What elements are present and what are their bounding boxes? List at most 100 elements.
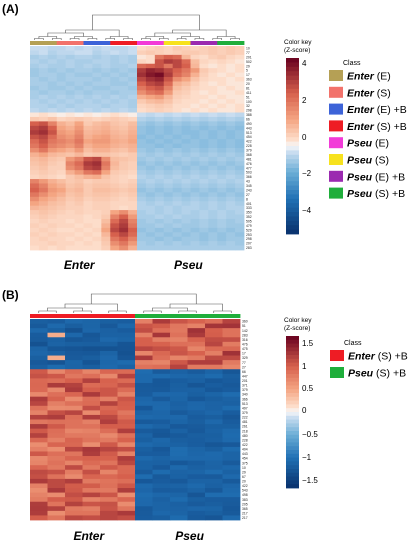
heatmap-cell <box>101 108 111 113</box>
heatmap-cell <box>30 152 40 158</box>
heatmap-cell <box>56 187 67 193</box>
heatmap-cell <box>217 54 227 60</box>
heatmap-cell <box>217 85 227 91</box>
heatmap-cell <box>83 59 93 65</box>
row-label: 447 <box>242 374 248 378</box>
heatmap-cell <box>47 428 66 434</box>
heatmap-cell <box>181 72 191 78</box>
heatmap-cell <box>135 478 153 484</box>
heatmap-cell <box>172 85 182 91</box>
heatmap-cell <box>135 350 153 356</box>
heatmap-cell <box>119 205 129 211</box>
heatmap-cell <box>145 187 156 193</box>
heatmap-cell <box>163 152 174 158</box>
heatmap-cell <box>30 63 40 69</box>
heatmap-cell <box>119 201 129 207</box>
heatmap-cell <box>172 156 182 162</box>
heatmap-cell <box>135 355 153 361</box>
heatmap-cell <box>65 196 75 202</box>
color-key-segment <box>286 88 299 94</box>
heatmap-cell <box>222 515 241 521</box>
heatmap-cell <box>170 369 188 375</box>
heatmap-cell <box>83 134 93 140</box>
heatmap-cell <box>152 364 171 370</box>
heatmap-cell <box>117 501 136 507</box>
heatmap-cell <box>47 245 58 251</box>
heatmap-cell <box>145 59 156 65</box>
heatmap-cell <box>110 50 120 56</box>
heatmap-cell <box>47 63 58 69</box>
heatmap-cell <box>83 46 93 51</box>
heatmap-cell <box>92 108 102 113</box>
heatmap-cell <box>181 112 191 118</box>
heatmap-cell <box>101 161 111 167</box>
heatmap-cell <box>56 46 67 51</box>
heatmap-cell <box>83 179 93 184</box>
heatmap-cell <box>135 405 153 411</box>
heatmap-cell <box>154 192 165 198</box>
heatmap-cell <box>101 103 111 109</box>
heatmap-cell <box>100 382 118 388</box>
heatmap-cell <box>152 346 171 352</box>
heatmap-cell <box>205 469 223 475</box>
heatmap-cell <box>65 72 75 78</box>
row-label: 476 <box>246 162 252 166</box>
heatmap-cell <box>152 433 171 439</box>
heatmap-cell <box>135 319 153 324</box>
heatmap-cell <box>74 85 84 91</box>
heatmap-cell <box>65 401 83 407</box>
heatmap-cell <box>119 125 129 131</box>
heatmap-cell <box>235 99 245 105</box>
heatmap-cell <box>56 99 67 105</box>
heatmap-cell <box>38 99 49 105</box>
color-key-tick: 0.5 <box>302 384 314 393</box>
heatmap-cell <box>92 192 102 198</box>
class-bar-cell <box>163 41 174 45</box>
row-label: 217 <box>242 512 248 516</box>
heatmap-cell <box>56 174 67 180</box>
heatmap-cell <box>152 319 171 324</box>
heatmap-cell <box>65 387 83 393</box>
heatmap-cell <box>30 139 40 144</box>
heatmap-cell <box>56 192 67 198</box>
heatmap-cell <box>38 210 49 215</box>
heatmap-cell <box>208 139 218 144</box>
heatmap-cell <box>101 72 111 78</box>
heatmap-cell <box>47 442 66 448</box>
dendrogram-branch <box>194 38 205 40</box>
heatmap-cell <box>56 90 67 96</box>
heatmap-cell <box>30 214 40 220</box>
heatmap-cell <box>74 125 84 131</box>
heatmap-cell <box>47 72 58 78</box>
row-label: 100 <box>246 100 252 104</box>
heatmap-cell <box>119 90 129 96</box>
heatmap-cell <box>65 205 75 211</box>
class-bar-cell <box>65 41 75 45</box>
heatmap-cell <box>235 187 245 193</box>
heatmap-cell <box>65 99 75 105</box>
heatmap-cell <box>101 94 111 100</box>
heatmap-cell <box>47 460 66 466</box>
heatmap-cell <box>137 152 147 158</box>
color-key-segment <box>286 450 299 455</box>
heatmap-cell <box>145 143 156 149</box>
heatmap-cell <box>100 506 118 512</box>
heatmap-cell <box>217 241 227 246</box>
heatmap-cell <box>83 241 93 246</box>
heatmap-cell <box>208 152 218 158</box>
heatmap-cell <box>100 369 118 375</box>
heatmap-cell <box>119 116 129 122</box>
heatmap-cell <box>128 130 138 136</box>
heatmap-cell <box>38 245 49 251</box>
heatmap-cell <box>119 81 129 87</box>
heatmap-cell <box>152 446 171 452</box>
heatmap-cell <box>65 68 75 74</box>
heatmap-cell <box>205 378 223 384</box>
heatmap-cell <box>38 139 49 144</box>
heatmap-cell <box>74 46 84 51</box>
heatmap-cell <box>128 90 138 96</box>
heatmap-cell <box>82 392 101 398</box>
heatmap-cell <box>187 437 206 443</box>
row-label: 283 <box>242 333 248 337</box>
heatmap-cell <box>172 134 182 140</box>
